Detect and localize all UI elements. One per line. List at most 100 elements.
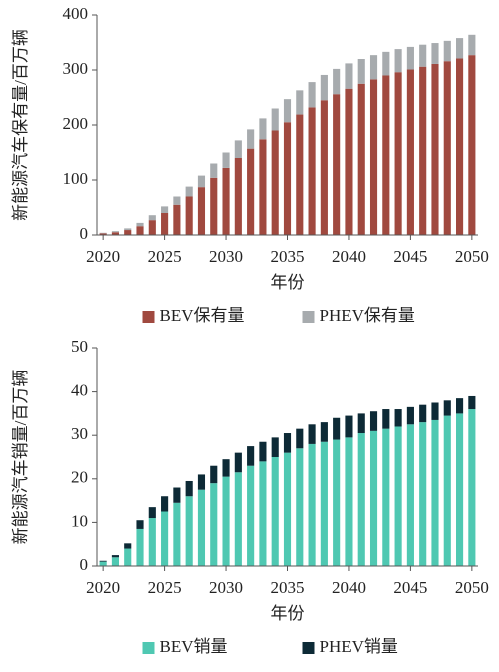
bar-segment xyxy=(247,148,255,235)
bar-segment xyxy=(161,511,169,566)
bar-segment xyxy=(136,226,144,235)
bar-segment xyxy=(111,232,119,235)
bar-segment xyxy=(431,63,439,236)
bar-segment xyxy=(148,507,156,519)
bar-segment xyxy=(357,433,365,566)
bar-segment xyxy=(259,118,267,140)
bar-segment xyxy=(296,428,304,449)
bar-segment xyxy=(456,413,464,566)
bar-segment xyxy=(468,55,476,236)
bar-segment xyxy=(111,557,119,566)
bar-segment xyxy=(468,395,476,410)
bar-segment xyxy=(382,428,390,566)
bar-segment xyxy=(136,222,144,227)
bar-segment xyxy=(443,400,451,416)
bar-segment xyxy=(271,108,279,131)
bar-segment xyxy=(443,40,451,62)
bar-segment xyxy=(271,457,279,566)
bar-segment xyxy=(333,439,341,566)
bar-segment xyxy=(320,100,328,235)
bar-segment xyxy=(185,480,193,497)
bar-segment xyxy=(283,122,292,235)
bar-segment xyxy=(185,496,193,566)
bar-segment xyxy=(333,68,341,95)
bar-segment xyxy=(406,69,414,235)
legend-label: PHEV保有量 xyxy=(320,306,415,325)
bar-segment xyxy=(394,49,402,73)
bar-segment xyxy=(148,220,156,235)
bar-segment xyxy=(369,79,378,235)
x-tick-label: 2035 xyxy=(271,578,305,597)
bar-segment xyxy=(296,448,304,566)
bar-segment xyxy=(99,560,107,562)
bar-segment xyxy=(161,496,169,512)
bar-segment xyxy=(161,213,169,235)
bar-segment xyxy=(369,411,378,431)
bar-segment xyxy=(148,518,156,566)
bar-segment xyxy=(320,74,328,101)
bar-segment xyxy=(283,433,292,453)
bar-segment xyxy=(468,34,476,56)
x-tick-label: 2025 xyxy=(148,247,182,266)
bar-segment xyxy=(222,459,230,477)
bar-segment xyxy=(210,465,218,484)
bar-segment xyxy=(283,99,292,123)
bar-segment xyxy=(234,158,242,235)
bar-segment xyxy=(333,94,341,235)
y-axis-label: 新能源汽车销量/百万辆 xyxy=(11,370,30,545)
y-tick-label: 40 xyxy=(71,381,88,400)
bar-segment xyxy=(456,38,464,59)
bar-segment xyxy=(197,175,206,188)
y-tick-label: 20 xyxy=(71,468,88,487)
bar-segment xyxy=(369,55,378,80)
x-tick-label: 2020 xyxy=(86,578,120,597)
bar-segment xyxy=(320,441,328,566)
bar-segment xyxy=(369,430,378,566)
bar-segment xyxy=(234,140,242,158)
bar-segment xyxy=(283,452,292,566)
bar-segment xyxy=(345,88,353,235)
bar-segment xyxy=(124,228,132,231)
bar-segment xyxy=(394,409,402,427)
bar-segment xyxy=(271,130,279,235)
y-tick-label: 0 xyxy=(80,224,89,243)
y-tick-label: 200 xyxy=(63,114,89,133)
x-tick-label: 2025 xyxy=(148,578,182,597)
bar-segment xyxy=(234,472,242,566)
x-tick-label: 2040 xyxy=(332,578,366,597)
legend-swatch xyxy=(302,642,315,654)
bar-segment xyxy=(345,437,353,566)
legend-swatch xyxy=(142,642,155,654)
x-tick-label: 2035 xyxy=(271,247,305,266)
bar-segment xyxy=(443,415,451,566)
bar-segment xyxy=(222,167,230,235)
legend-swatch xyxy=(142,311,155,323)
x-tick-label: 2050 xyxy=(455,578,489,597)
bar-segment xyxy=(419,404,427,423)
bar-segment xyxy=(419,66,427,235)
bar-segment xyxy=(124,548,132,566)
x-axis-label: 年份 xyxy=(271,273,305,292)
legend-label: BEV保有量 xyxy=(160,306,245,325)
y-tick-label: 100 xyxy=(63,169,89,188)
x-tick-label: 2030 xyxy=(209,247,243,266)
bar-segment xyxy=(173,204,181,235)
bar-segment xyxy=(357,413,365,434)
bar-segment xyxy=(222,476,230,566)
bar-segment xyxy=(468,409,476,566)
bar-segment xyxy=(308,443,316,566)
x-tick-label: 2020 xyxy=(86,247,120,266)
bar-segment xyxy=(394,72,402,235)
bar-segment xyxy=(99,232,107,234)
bar-segment xyxy=(185,186,193,197)
bar-segment xyxy=(210,177,218,235)
bar-segment xyxy=(148,215,156,221)
bar-segment xyxy=(247,465,255,566)
bar-segment xyxy=(406,46,414,70)
bar-segment xyxy=(185,196,193,235)
legend-label: PHEV销量 xyxy=(320,637,398,656)
bar-segment xyxy=(99,561,107,566)
bar-segment xyxy=(210,483,218,566)
bar-segment xyxy=(333,417,341,440)
bar-segment xyxy=(111,231,119,233)
